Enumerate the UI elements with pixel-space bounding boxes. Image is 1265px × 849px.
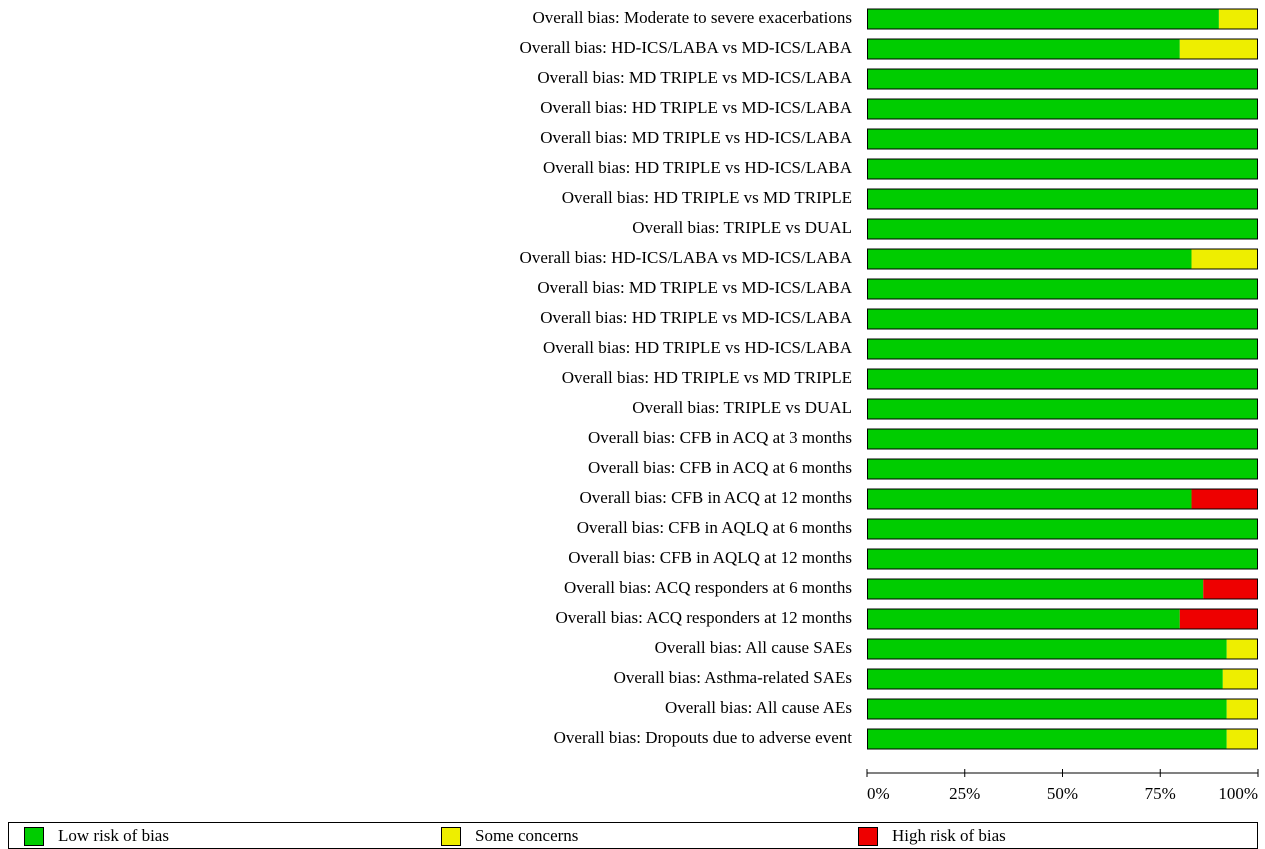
bar-segment (867, 638, 1227, 660)
bar-outline (867, 608, 1258, 630)
row-label: Overall bias: Dropouts due to adverse ev… (554, 728, 853, 747)
bar-segment (1179, 38, 1258, 60)
row-label: Overall bias: HD TRIPLE vs MD TRIPLE (562, 188, 852, 207)
bar-outline (867, 698, 1258, 720)
legend-box (8, 822, 1258, 849)
legend-label: Some concerns (475, 826, 578, 845)
bar-segment (867, 218, 1258, 240)
bar-segment (1226, 728, 1258, 750)
bar-outline (867, 8, 1258, 30)
row-label: Overall bias: Moderate to severe exacerb… (532, 8, 852, 27)
bar-segment (867, 158, 1258, 180)
row-label: Overall bias: HD-ICS/LABA vs MD-ICS/LABA (520, 38, 853, 57)
bar-outline (867, 458, 1258, 480)
row-label: Overall bias: HD TRIPLE vs HD-ICS/LABA (543, 158, 853, 177)
bar-outline (867, 398, 1258, 420)
row-label: Overall bias: MD TRIPLE vs MD-ICS/LABA (537, 278, 852, 297)
row-label: Overall bias: Asthma-related SAEs (614, 668, 852, 687)
bar-outline (867, 218, 1258, 240)
row-label: Overall bias: CFB in ACQ at 6 months (588, 458, 852, 477)
row-label: Overall bias: HD TRIPLE vs MD-ICS/LABA (540, 98, 853, 117)
legend-label: High risk of bias (892, 826, 1006, 845)
bar-segment (867, 548, 1258, 570)
bar-segment (867, 188, 1258, 210)
bar-segment (1222, 668, 1258, 690)
row-label: Overall bias: HD TRIPLE vs MD TRIPLE (562, 368, 852, 387)
row-label: Overall bias: HD TRIPLE vs MD-ICS/LABA (540, 308, 853, 327)
x-tick-label: 0% (867, 784, 890, 803)
bar-segment (867, 98, 1258, 120)
bar-outline (867, 638, 1258, 660)
row-label: Overall bias: HD-ICS/LABA vs MD-ICS/LABA (520, 248, 853, 267)
bar-segment (867, 8, 1219, 30)
row-label: Overall bias: ACQ responders at 12 month… (555, 608, 852, 627)
bar-segment (867, 398, 1258, 420)
row-label: Overall bias: TRIPLE vs DUAL (632, 398, 852, 417)
bar-outline (867, 368, 1258, 390)
bar-segment (867, 458, 1258, 480)
x-tick-label: 75% (1145, 784, 1176, 803)
row-label: Overall bias: MD TRIPLE vs MD-ICS/LABA (537, 68, 852, 87)
bar-segment (867, 248, 1192, 270)
bar-outline (867, 518, 1258, 540)
bar-segment (867, 608, 1180, 630)
bar-outline (867, 548, 1258, 570)
row-label: Overall bias: CFB in AQLQ at 12 months (568, 548, 852, 567)
bar-segment (867, 38, 1180, 60)
bar-segment (1226, 698, 1258, 720)
bar-segment (867, 698, 1227, 720)
row-label: Overall bias: ACQ responders at 6 months (564, 578, 852, 597)
bar-outline (867, 728, 1258, 750)
bar-outline (867, 38, 1258, 60)
legend-swatch (858, 827, 878, 846)
bar-segment (867, 368, 1258, 390)
bar-outline (867, 338, 1258, 360)
bar-segment (867, 338, 1258, 360)
bar-outline (867, 278, 1258, 300)
row-label: Overall bias: HD TRIPLE vs HD-ICS/LABA (543, 338, 853, 357)
bar-segment (867, 488, 1192, 510)
x-tick-label: 50% (1047, 784, 1078, 803)
row-label: Overall bias: MD TRIPLE vs HD-ICS/LABA (540, 128, 853, 147)
bar-outline (867, 488, 1258, 510)
row-label: Overall bias: All cause AEs (665, 698, 852, 717)
bar-outline (867, 248, 1258, 270)
bar-segment (867, 128, 1258, 150)
bar-segment (1203, 578, 1258, 600)
bar-segment (1191, 488, 1258, 510)
bar-outline (867, 188, 1258, 210)
bar-outline (867, 68, 1258, 90)
bar-outline (867, 158, 1258, 180)
row-label: Overall bias: CFB in ACQ at 12 months (580, 488, 852, 507)
row-label: Overall bias: CFB in AQLQ at 6 months (577, 518, 852, 537)
bar-outline (867, 98, 1258, 120)
x-tick-label: 100% (1218, 784, 1258, 803)
bar-segment (867, 428, 1258, 450)
x-tick-label: 25% (949, 784, 980, 803)
bar-segment (867, 68, 1258, 90)
bar-segment (867, 518, 1258, 540)
bar-segment (1179, 608, 1258, 630)
bar-segment (867, 728, 1227, 750)
bar-segment (867, 308, 1258, 330)
bar-segment (1191, 248, 1258, 270)
row-label: Overall bias: TRIPLE vs DUAL (632, 218, 852, 237)
bar-segment (867, 578, 1204, 600)
row-label: Overall bias: All cause SAEs (655, 638, 852, 657)
bar-outline (867, 128, 1258, 150)
legend-swatch (441, 827, 461, 846)
bar-segment (1218, 8, 1258, 30)
bar-outline (867, 308, 1258, 330)
bar-segment (867, 278, 1258, 300)
row-label: Overall bias: CFB in ACQ at 3 months (588, 428, 852, 447)
bar-segment (1226, 638, 1258, 660)
legend-swatch (24, 827, 44, 846)
bar-outline (867, 428, 1258, 450)
bar-outline (867, 578, 1258, 600)
bar-outline (867, 668, 1258, 690)
bar-segment (867, 668, 1223, 690)
legend-label: Low risk of bias (58, 826, 169, 845)
